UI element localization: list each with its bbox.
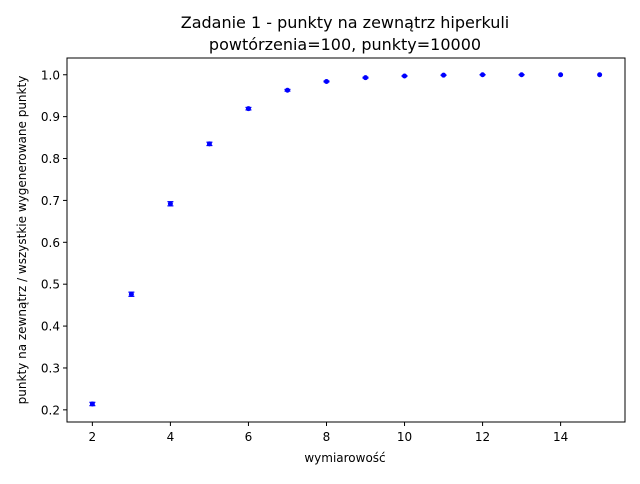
data-point: [441, 72, 447, 78]
y-tick-label: 0.3: [41, 361, 60, 375]
data-points: [89, 72, 603, 407]
y-tick-label: 0.5: [41, 278, 60, 292]
y-tick-label: 0.6: [41, 236, 60, 250]
x-tick-label: 6: [245, 430, 253, 444]
data-point: [167, 201, 173, 207]
data-point: [363, 75, 369, 81]
data-point: [206, 141, 212, 147]
plot-area-frame: [66, 57, 626, 423]
x-tick-label: 12: [475, 430, 490, 444]
data-point: [402, 73, 408, 79]
chart-title-line-2: powtórzenia=100, punkty=10000: [209, 35, 481, 54]
data-point: [480, 72, 486, 78]
x-tick-label: 2: [89, 430, 97, 444]
y-tick-label: 0.7: [41, 194, 60, 208]
data-point: [284, 87, 290, 93]
y-axis-label: punkty na zewnątrz / wszystkie wygenerow…: [15, 76, 29, 405]
y-tick-label: 0.2: [41, 403, 60, 417]
x-axis-ticks: 2 4 6 8 10 12 14: [89, 422, 568, 444]
x-tick-label: 4: [167, 430, 175, 444]
y-tick-label: 1.0: [41, 68, 60, 82]
y-axis-ticks: 0.2 0.3 0.4 0.5 0.6 0.7 0.8 0.9 1.0: [41, 68, 67, 417]
data-point: [519, 72, 525, 78]
data-point: [89, 401, 95, 407]
data-point: [245, 106, 251, 112]
data-point: [558, 72, 564, 78]
data-point: [597, 72, 603, 78]
x-axis-label: wymiarowość: [304, 451, 385, 465]
y-tick-label: 0.4: [41, 320, 60, 334]
data-point: [323, 78, 329, 84]
y-tick-label: 0.9: [41, 110, 60, 124]
y-tick-label: 0.8: [41, 152, 60, 166]
chart-title-line-1: Zadanie 1 - punkty na zewnątrz hiperkuli: [181, 13, 510, 32]
x-tick-label: 14: [553, 430, 568, 444]
data-point: [128, 291, 134, 297]
x-tick-label: 8: [323, 430, 331, 444]
x-tick-label: 10: [397, 430, 412, 444]
